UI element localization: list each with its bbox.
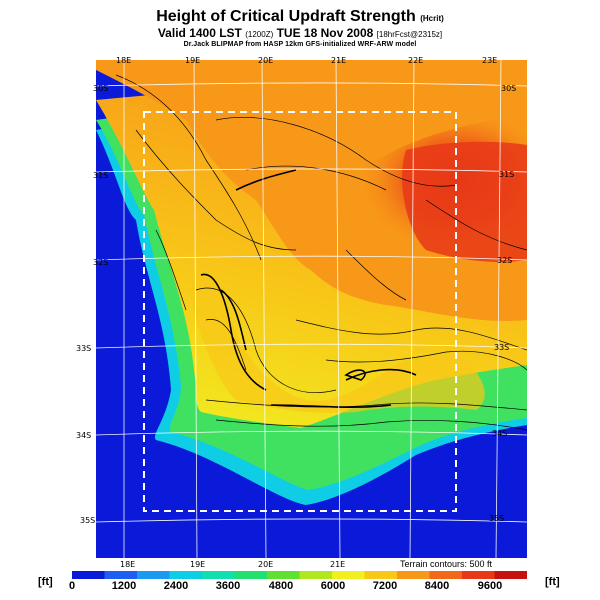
title-main: Height of Critical Updraft Strength bbox=[156, 8, 416, 25]
colorbar-tick-label: 7200 bbox=[372, 580, 398, 592]
lon-label-bottom: 20E bbox=[258, 560, 274, 569]
colorbar-tick-label: 6000 bbox=[320, 580, 346, 592]
inner-domain-box bbox=[143, 111, 457, 512]
colorbar-segment bbox=[104, 571, 138, 579]
terrain-contours-note: Terrain contours: 500 ft bbox=[400, 559, 493, 569]
credit-line: Dr.Jack BLIPMAP from HASP 12km GFS-initi… bbox=[183, 41, 417, 48]
colorbar-tick-label: 3600 bbox=[215, 580, 241, 592]
valid-z: (1200Z) bbox=[245, 30, 274, 39]
colorbar-segment bbox=[137, 571, 170, 579]
lat-label-right: 34S bbox=[492, 429, 508, 438]
lat-label-left: 32S bbox=[93, 258, 109, 267]
colorbar-segment bbox=[397, 571, 430, 579]
lon-label-bottom: 18E bbox=[120, 560, 136, 569]
lat-label-left: 35S bbox=[80, 516, 96, 525]
thick-contours bbox=[200, 169, 417, 409]
colorbar-tick-label: 9600 bbox=[477, 580, 503, 592]
lon-label-bottom: 21E bbox=[330, 560, 346, 569]
lat-label-right: 33S bbox=[494, 343, 510, 352]
lat-label-right: 32S bbox=[497, 256, 513, 265]
lon-label-top: 22E bbox=[408, 56, 424, 65]
colorbar-tick-label: 8400 bbox=[424, 580, 450, 592]
lat-label-left: 30S bbox=[93, 84, 109, 93]
lon-label-bottom: 19E bbox=[190, 560, 206, 569]
colorbar bbox=[72, 571, 527, 579]
colorbar-tick-label: 1200 bbox=[111, 580, 137, 592]
colorbar-segment bbox=[462, 571, 495, 579]
title-suffix: (Hcrit) bbox=[420, 14, 444, 23]
colorbar-tick-label: 2400 bbox=[163, 580, 189, 592]
colorbar-segment bbox=[169, 571, 203, 579]
lat-label-left: 31S bbox=[93, 171, 109, 180]
lon-label-top: 20E bbox=[258, 56, 274, 65]
colorbar-tick-label: 4800 bbox=[268, 580, 294, 592]
colorbar-segment bbox=[332, 571, 365, 579]
colorbar-segment bbox=[429, 571, 463, 579]
graticule bbox=[96, 60, 527, 558]
forecast-map bbox=[96, 60, 527, 558]
colorbar-unit-right: [ft] bbox=[545, 576, 560, 588]
lat-label-left: 34S bbox=[76, 431, 92, 440]
colorbar-segment bbox=[364, 571, 398, 579]
lat-label-left: 33S bbox=[76, 344, 92, 353]
land-red-patch bbox=[402, 141, 527, 262]
colorbar-segment bbox=[299, 571, 333, 579]
colorbar-segment bbox=[267, 571, 300, 579]
colorbar-segment bbox=[234, 571, 268, 579]
chart-title: Height of Critical Updraft Strength (Hcr… bbox=[0, 8, 600, 26]
colorbar-segment bbox=[72, 571, 105, 579]
lat-label-right: 31S bbox=[499, 170, 515, 179]
colorbar-unit-left: [ft] bbox=[38, 576, 53, 588]
colorbar-tick-label: 0 bbox=[68, 580, 76, 592]
colorbar-segment bbox=[494, 571, 527, 579]
lat-label-right: 35S bbox=[489, 514, 505, 523]
valid-date: TUE 18 Nov 2008 bbox=[276, 26, 374, 40]
colorbar-segment bbox=[202, 571, 235, 579]
lon-label-top: 19E bbox=[185, 56, 201, 65]
lon-label-top: 18E bbox=[116, 56, 132, 65]
valid-suffix: [18hrFcst@2315z] bbox=[376, 30, 443, 39]
lat-label-right: 30S bbox=[501, 84, 517, 93]
valid-time: Valid 1400 LST (1200Z) TUE 18 Nov 2008 [… bbox=[0, 26, 600, 40]
lon-label-top: 23E bbox=[482, 56, 498, 65]
valid-main: Valid 1400 LST bbox=[157, 26, 242, 40]
lon-label-top: 21E bbox=[331, 56, 347, 65]
